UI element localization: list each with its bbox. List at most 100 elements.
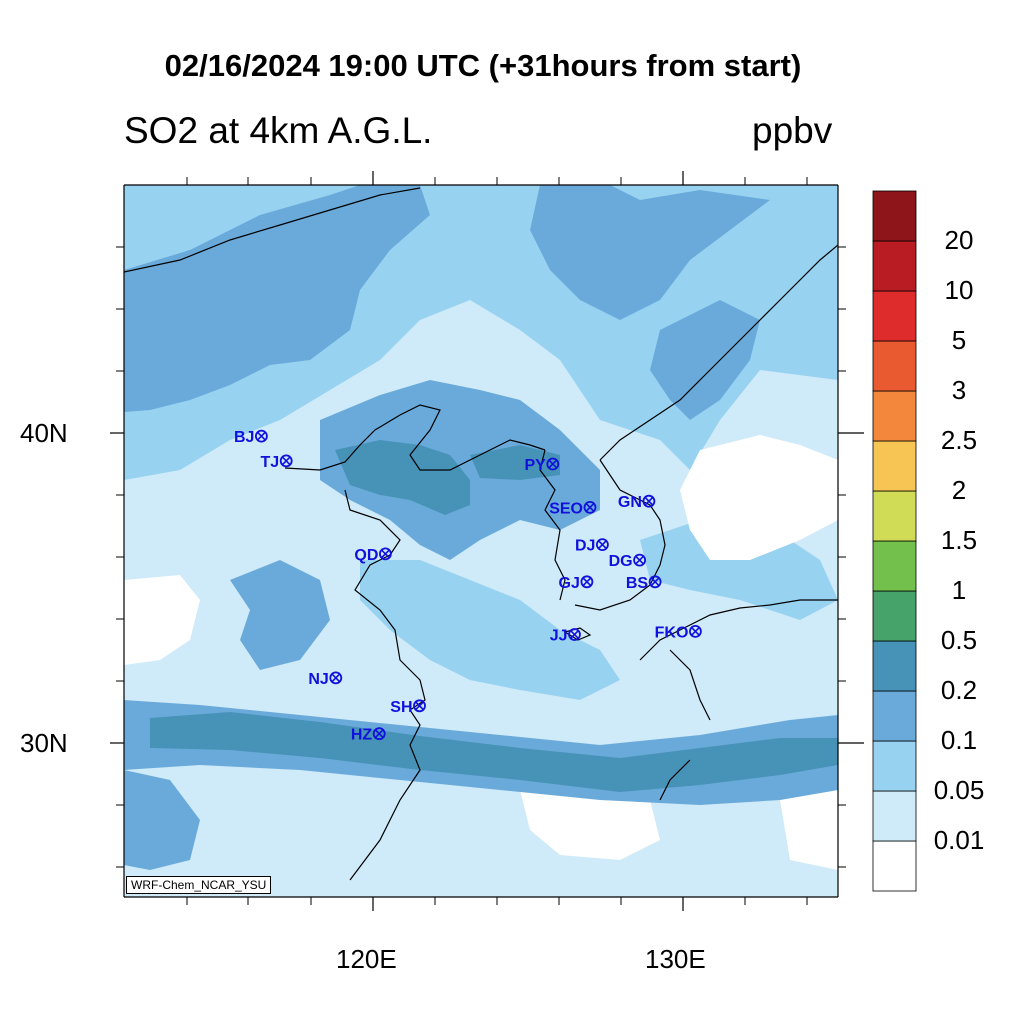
- coast-ryukyu: [659, 759, 691, 801]
- lat-label-40n: 40N: [20, 418, 68, 448]
- colorbar-swatch: [872, 290, 917, 342]
- station-label: TJ: [261, 454, 280, 471]
- colorbar-swatch: [872, 340, 917, 392]
- colorbar-level-label: 0.5: [940, 625, 978, 655]
- station-marker-icon: [596, 538, 609, 551]
- coastlines: [124, 187, 838, 881]
- field-patch-west: [230, 560, 330, 670]
- coast-korea-west: [539, 449, 566, 601]
- station-marker-icon: [254, 429, 268, 443]
- lon-label-130e: 130E: [645, 944, 706, 974]
- colorbar-swatch: [872, 790, 917, 842]
- field-patch-east-korea: [640, 520, 838, 620]
- station-markers: BJ TJ PY SEO GN QD DJ DG GJ BS JJ FKO NJ SH HZ: [234, 429, 702, 744]
- station-marker-icon: [580, 575, 594, 589]
- colorbar-swatch: [872, 390, 917, 442]
- station-marker-icon: [413, 699, 426, 713]
- station-label: QD: [354, 547, 378, 564]
- colorbar-level-label: 2: [951, 475, 967, 505]
- field-low-southeast: [780, 790, 838, 870]
- station-label: SEO: [549, 500, 583, 517]
- station-marker-icon: [642, 494, 656, 508]
- station-marker-icon: [633, 553, 646, 567]
- colorbar-swatch: [872, 690, 917, 742]
- station-marker-icon: [546, 457, 560, 471]
- colorbar-swatch: [872, 840, 917, 892]
- field-patch-bohai-dark: [335, 440, 470, 515]
- station-label: JJ: [550, 628, 568, 645]
- station-marker-icon: [329, 671, 343, 685]
- map-title: 02/16/2024 19:00 UTC (+31hours from star…: [164, 48, 802, 83]
- field-band-south-dark: [150, 712, 838, 792]
- station-label: HZ: [351, 727, 373, 744]
- field-patch-korea-dark: [470, 445, 560, 480]
- coast-china-north: [124, 187, 421, 273]
- station-label: BS: [626, 575, 649, 592]
- coast-korea-east: [599, 244, 838, 461]
- colorbar-level-label: 1.5: [940, 525, 978, 555]
- colorbar-swatch: [872, 640, 917, 692]
- model-credit: WRF-Chem_NCAR_YSU: [126, 876, 272, 894]
- colorbar-level-label: 1: [951, 575, 967, 605]
- colorbar-swatch: [872, 240, 917, 292]
- station-bj: BJ: [234, 429, 268, 446]
- colorbar-level-label: 2.5: [940, 425, 978, 455]
- variable-label: SO2 at 4km A.G.L.: [124, 110, 433, 151]
- station-hz: HZ: [351, 727, 386, 744]
- station-jj: JJ: [550, 628, 581, 645]
- colorbar-level-label: 0.01: [933, 825, 985, 855]
- colorbar-level-label: 10: [944, 275, 974, 305]
- station-gj: GJ: [559, 575, 594, 592]
- coast-bohai: [284, 404, 546, 471]
- colorbar-level-label: 20: [944, 225, 974, 255]
- colorbar-level-label: 0.2: [940, 675, 978, 705]
- colorbar-level-label: 3: [951, 375, 967, 405]
- station-marker-icon: [372, 727, 386, 741]
- station-marker-icon: [279, 454, 293, 468]
- field-low-southwest: [124, 575, 200, 665]
- station-dj: DJ: [575, 538, 609, 555]
- station-tj: TJ: [261, 454, 293, 471]
- colorbar-level-label: 0.05: [933, 775, 985, 805]
- coast-japan-kyushu: [639, 599, 838, 661]
- field-band-north-2: [124, 185, 430, 412]
- field-band-northeast: [650, 300, 760, 420]
- colorbar-swatch: [872, 540, 917, 592]
- colorbar-swatch: [872, 490, 917, 542]
- lon-label-120e: 120E: [336, 944, 397, 974]
- station-bs: BS: [626, 575, 662, 592]
- station-marker-icon: [583, 500, 597, 514]
- station-label: NJ: [308, 671, 328, 688]
- station-marker-icon: [689, 625, 702, 638]
- station-marker-icon: [378, 547, 392, 561]
- field-patch-central: [360, 560, 620, 700]
- station-label: GJ: [559, 575, 580, 592]
- station-label: DJ: [575, 538, 595, 555]
- station-fko: FKO: [655, 624, 702, 641]
- station-label: SH: [390, 699, 412, 716]
- station-label: GN: [618, 494, 642, 511]
- station-gn: GN: [618, 494, 656, 511]
- field-band-southwest: [124, 770, 200, 870]
- lat-label-30n: 30N: [20, 728, 68, 758]
- station-marker-icon: [568, 628, 581, 641]
- colorbar-level-label: 5: [951, 325, 967, 355]
- field-low-east: [680, 435, 838, 560]
- station-label: DG: [609, 553, 633, 570]
- field-band-north-3: [530, 185, 770, 320]
- coast-japan-kyushu-2: [669, 649, 711, 721]
- station-marker-icon: [648, 575, 662, 589]
- colorbar: [872, 190, 917, 892]
- station-qd: QD: [354, 547, 392, 564]
- minor-ticks: [116, 177, 846, 905]
- coast-korea-east-2: [574, 459, 666, 611]
- units-label: ppbv: [752, 110, 833, 151]
- station-nj: NJ: [308, 671, 343, 688]
- station-py: PY: [524, 457, 560, 474]
- station-dg: DG: [609, 553, 646, 570]
- station-sh: SH: [390, 699, 426, 716]
- station-seo: SEO: [549, 500, 597, 517]
- colorbar-swatch: [872, 590, 917, 642]
- axis-ticks: [110, 171, 864, 911]
